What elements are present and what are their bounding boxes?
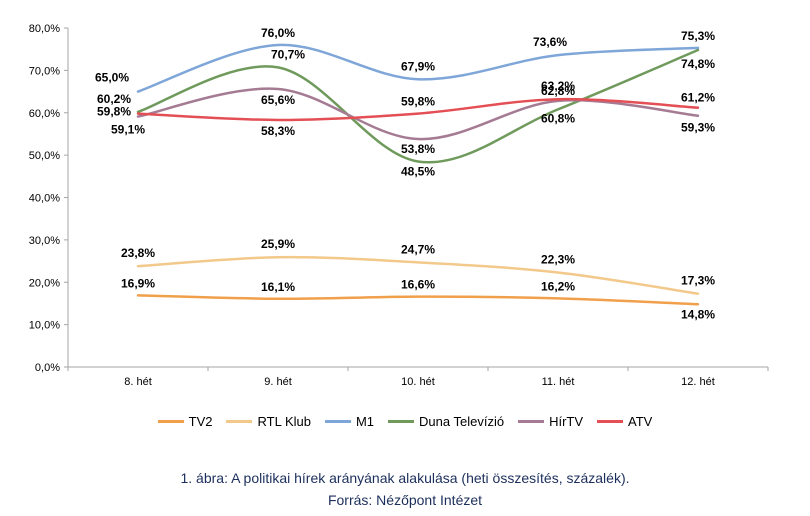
series-line-tv2 xyxy=(136,294,700,306)
data-label-duna-televizio: 60,8% xyxy=(541,111,575,125)
x-tick-label: 11. hét xyxy=(542,376,575,388)
legend-item-rtl-klub: RTL Klub xyxy=(226,414,311,429)
data-label-m1: 73,6% xyxy=(533,35,567,49)
series-line-atv xyxy=(136,97,700,122)
y-tick-label: 30,0% xyxy=(29,235,60,247)
data-label-hirtv: 59,3% xyxy=(681,121,715,135)
x-tick-label: 10. hét xyxy=(401,376,435,388)
series-line-hirtv xyxy=(136,87,700,141)
legend-label-m1: M1 xyxy=(355,414,375,429)
figure-source: Forrás: Nézőpont Intézet xyxy=(327,492,483,508)
data-label-m1: 76,0% xyxy=(261,26,295,40)
legend-swatch-hirtv xyxy=(518,420,545,423)
data-label-rtl-klub: 25,9% xyxy=(261,237,295,251)
data-label-rtl-klub: 22,3% xyxy=(541,253,575,267)
data-label-tv2: 16,1% xyxy=(261,280,295,294)
data-label-m1: 65,0% xyxy=(95,71,129,85)
chart-legend: TV2 RTL Klub M1 Duna Televízió HírTV ATV xyxy=(0,414,810,429)
legend-swatch-atv xyxy=(597,420,624,423)
chart-axes: 0,0% 10,0% 20,0% 30,0% 40,0% 50,0% 60,0% 70,0% 8… xyxy=(29,23,769,388)
data-label-tv2: 14,8% xyxy=(681,307,715,321)
data-label-hirtv: 65,6% xyxy=(261,93,295,107)
data-label-atv: 59,8% xyxy=(401,95,435,109)
legend-label-atv: ATV xyxy=(628,414,653,429)
y-tick-label: 10,0% xyxy=(29,320,60,332)
line-chart: 0,0% 10,0% 20,0% 30,0% 40,0% 50,0% 60,0% 70,0% 8… xyxy=(29,23,769,388)
data-label-tv2: 16,6% xyxy=(401,278,435,292)
legend-item-hirtv: HírTV xyxy=(518,414,583,429)
data-label-hirtv: 53,8% xyxy=(401,142,435,156)
legend-swatch-m1 xyxy=(324,420,351,423)
series-line-duna-televizio xyxy=(136,48,700,164)
data-label-rtl-klub: 24,7% xyxy=(401,242,435,256)
x-tick-label: 9. hét xyxy=(264,376,292,388)
data-label-duna-televizio: 74,8% xyxy=(681,57,715,71)
chart-lines xyxy=(136,43,700,306)
x-tick-label: 8. hét xyxy=(124,376,152,388)
data-label-rtl-klub: 17,3% xyxy=(681,274,715,288)
data-label-tv2: 16,2% xyxy=(541,279,575,293)
figure-caption: 1. ábra: A politikai hírek arányának ala… xyxy=(180,470,630,486)
legend-item-atv: ATV xyxy=(597,414,652,429)
y-tick-label: 20,0% xyxy=(29,277,60,289)
legend-swatch-tv2 xyxy=(157,420,184,423)
series-line-rtl-klub xyxy=(136,255,700,295)
legend-item-m1: M1 xyxy=(324,414,375,429)
data-label-duna-televizio: 48,5% xyxy=(401,164,435,178)
data-label-m1: 67,9% xyxy=(401,59,435,73)
x-tick-label: 12. hét xyxy=(681,376,715,388)
y-tick-label: 70,0% xyxy=(29,65,60,77)
y-tick-label: 60,0% xyxy=(29,108,60,120)
y-tick-label: 50,0% xyxy=(29,150,60,162)
legend-label-hirtv: HírTV xyxy=(549,414,584,429)
data-label-atv: 59,8% xyxy=(97,105,131,119)
legend-swatch-duna-televizio xyxy=(388,420,415,423)
y-tick-label: 80,0% xyxy=(29,23,60,35)
chart-data-labels: 16,9% 16,1% 16,6% 16,2% 14,8% 23,8% 25,9% 24,7%… xyxy=(95,26,715,321)
legend-label-rtl-klub: RTL Klub xyxy=(257,414,311,429)
data-label-duna-televizio: 70,7% xyxy=(271,47,305,61)
data-label-atv: 58,3% xyxy=(261,124,295,138)
data-label-atv: 61,2% xyxy=(681,91,715,105)
legend-label-duna-televizio: Duna Televízió xyxy=(419,414,505,429)
legend-label-tv2: TV2 xyxy=(188,414,213,429)
data-label-tv2: 16,9% xyxy=(121,276,155,290)
legend-item-tv2: TV2 xyxy=(157,414,213,429)
data-label-hirtv: 62,8% xyxy=(541,84,575,98)
legend-swatch-rtl-klub xyxy=(226,420,253,423)
series-line-m1 xyxy=(136,43,700,93)
y-tick-label: 40,0% xyxy=(29,193,60,205)
data-label-atv: 63,2% xyxy=(541,79,575,93)
data-label-duna-televizio: 60,2% xyxy=(97,92,131,106)
data-label-rtl-klub: 23,8% xyxy=(121,246,155,260)
data-label-hirtv: 59,1% xyxy=(111,123,145,137)
legend-item-duna-televizio: Duna Televízió xyxy=(388,414,504,429)
data-label-m1: 75,3% xyxy=(681,29,715,43)
y-tick-label: 0,0% xyxy=(35,362,60,374)
